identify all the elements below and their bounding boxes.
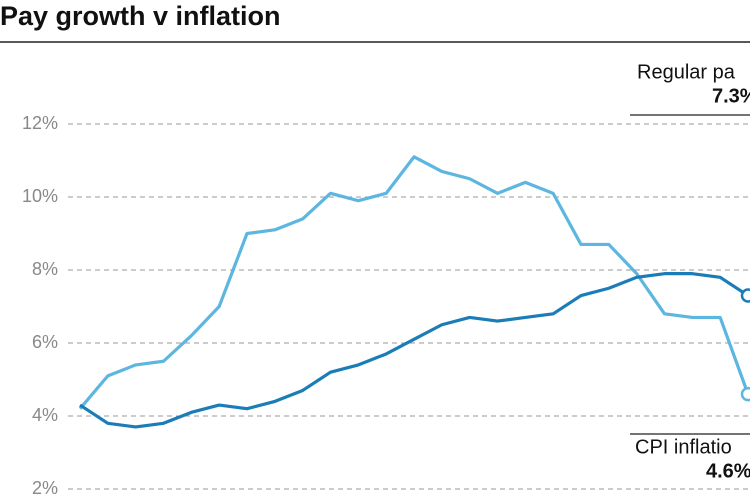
- annotation-text: Regular pa: [637, 61, 736, 83]
- y-tick-label: 10%: [22, 186, 58, 206]
- annotation-text: CPI inflatio: [635, 436, 732, 458]
- series-line: [79, 272, 749, 429]
- y-tick-label: 12%: [22, 113, 58, 133]
- end-marker: [740, 386, 750, 402]
- y-tick-label: 4%: [32, 405, 58, 425]
- chart-title: Pay growth v inflation: [0, 1, 281, 31]
- y-tick-label: 2%: [32, 478, 58, 498]
- series-line: [78, 155, 750, 410]
- annotation-value: 7.3%: [712, 85, 750, 107]
- y-tick-label: 6%: [32, 332, 58, 352]
- annotation-value: 4.6%: [706, 460, 750, 482]
- y-tick-label: 8%: [32, 259, 58, 279]
- end-marker: [740, 288, 750, 303]
